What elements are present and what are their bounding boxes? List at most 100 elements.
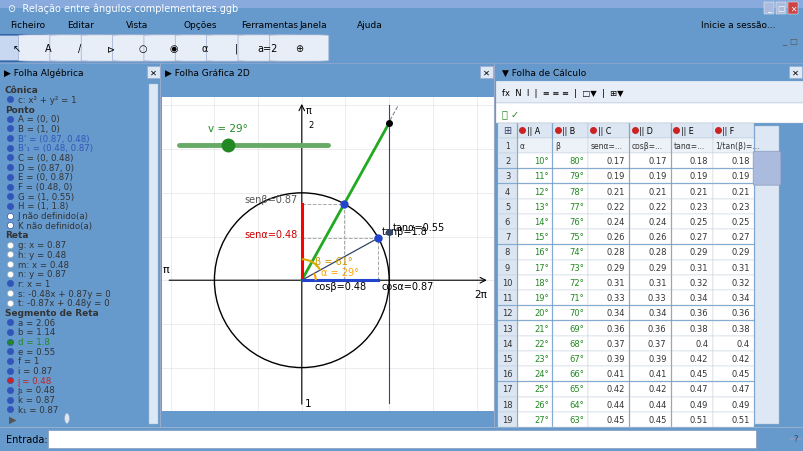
FancyBboxPatch shape xyxy=(630,199,671,214)
Text: e = 0.55: e = 0.55 xyxy=(18,347,55,356)
Text: m: x = 0.48: m: x = 0.48 xyxy=(18,260,68,269)
FancyBboxPatch shape xyxy=(712,199,753,214)
Text: Ajuda: Ajuda xyxy=(357,22,382,30)
Text: ✕: ✕ xyxy=(791,69,797,77)
FancyBboxPatch shape xyxy=(630,139,671,154)
Text: 2: 2 xyxy=(504,157,510,166)
Text: 17°: 17° xyxy=(533,263,548,272)
Text: 27°: 27° xyxy=(533,415,548,424)
Text: 0.19: 0.19 xyxy=(731,172,749,181)
Text: 15: 15 xyxy=(502,354,512,363)
FancyBboxPatch shape xyxy=(552,351,587,366)
FancyBboxPatch shape xyxy=(712,367,753,382)
Text: β = 61°: β = 61° xyxy=(315,257,352,267)
Text: ○: ○ xyxy=(138,44,146,54)
FancyBboxPatch shape xyxy=(552,199,587,214)
Text: 0.36: 0.36 xyxy=(605,324,624,333)
Text: ✕: ✕ xyxy=(150,69,157,77)
Text: 1: 1 xyxy=(504,142,509,151)
FancyBboxPatch shape xyxy=(588,215,629,230)
FancyBboxPatch shape xyxy=(712,336,753,351)
Text: 76°: 76° xyxy=(569,217,584,226)
Text: 21°: 21° xyxy=(533,324,548,333)
Text: 0.42: 0.42 xyxy=(605,385,624,394)
Text: B' = (0.87, 0.48): B' = (0.87, 0.48) xyxy=(18,134,89,143)
Text: tanα=0.55: tanα=0.55 xyxy=(392,223,444,233)
Text: 0.47: 0.47 xyxy=(730,385,749,394)
Text: 73°: 73° xyxy=(569,263,584,272)
FancyBboxPatch shape xyxy=(497,276,516,290)
Text: 71°: 71° xyxy=(569,294,584,303)
Text: 0.26: 0.26 xyxy=(647,233,666,242)
FancyBboxPatch shape xyxy=(517,336,552,351)
FancyBboxPatch shape xyxy=(552,184,587,199)
Text: 2π: 2π xyxy=(474,289,487,299)
Text: 70°: 70° xyxy=(569,308,584,318)
FancyBboxPatch shape xyxy=(552,215,587,230)
Text: 0.42: 0.42 xyxy=(731,354,749,363)
Text: senβ=0.87: senβ=0.87 xyxy=(244,195,297,205)
FancyBboxPatch shape xyxy=(630,412,671,427)
FancyBboxPatch shape xyxy=(712,124,753,138)
Text: tanβ=1.8: tanβ=1.8 xyxy=(381,226,427,236)
FancyBboxPatch shape xyxy=(671,351,711,366)
Text: 0.27: 0.27 xyxy=(689,233,707,242)
FancyBboxPatch shape xyxy=(517,124,552,138)
Text: || C: || C xyxy=(597,126,610,135)
Text: /: / xyxy=(78,44,81,54)
Text: 19: 19 xyxy=(502,415,512,424)
FancyBboxPatch shape xyxy=(517,397,552,412)
FancyBboxPatch shape xyxy=(671,230,711,245)
Text: 79°: 79° xyxy=(569,172,584,181)
FancyBboxPatch shape xyxy=(588,291,629,305)
FancyBboxPatch shape xyxy=(588,199,629,214)
FancyBboxPatch shape xyxy=(238,36,297,62)
FancyBboxPatch shape xyxy=(517,306,552,321)
Text: b = 1.14: b = 1.14 xyxy=(18,327,55,336)
Text: 0.24: 0.24 xyxy=(647,217,666,226)
Text: 0.21: 0.21 xyxy=(647,187,666,196)
Text: Ponto: Ponto xyxy=(5,105,35,114)
FancyBboxPatch shape xyxy=(552,169,587,184)
Text: 0.37: 0.37 xyxy=(605,339,624,348)
FancyBboxPatch shape xyxy=(497,351,516,366)
FancyBboxPatch shape xyxy=(552,124,587,138)
FancyBboxPatch shape xyxy=(712,412,753,427)
FancyBboxPatch shape xyxy=(479,67,492,79)
FancyBboxPatch shape xyxy=(269,36,328,62)
FancyBboxPatch shape xyxy=(671,245,711,260)
Text: 0.34: 0.34 xyxy=(730,294,749,303)
FancyBboxPatch shape xyxy=(588,124,629,138)
FancyBboxPatch shape xyxy=(630,230,671,245)
Text: 0.45: 0.45 xyxy=(731,369,749,378)
Text: Vista: Vista xyxy=(125,22,148,30)
Text: k₁ = 0.87: k₁ = 0.87 xyxy=(18,405,58,414)
FancyBboxPatch shape xyxy=(497,336,516,351)
Text: 0.18: 0.18 xyxy=(730,157,749,166)
FancyBboxPatch shape xyxy=(552,230,587,245)
Text: 14: 14 xyxy=(502,339,512,348)
Text: ✕: ✕ xyxy=(789,5,795,14)
Text: Reta: Reta xyxy=(5,231,28,240)
Text: 0.17: 0.17 xyxy=(647,157,666,166)
Text: H = (1, 1.8): H = (1, 1.8) xyxy=(18,202,68,211)
Text: 0.36: 0.36 xyxy=(689,308,707,318)
FancyBboxPatch shape xyxy=(775,3,785,15)
Text: 0.19: 0.19 xyxy=(689,172,707,181)
Text: 9: 9 xyxy=(504,263,510,272)
Text: 0.34: 0.34 xyxy=(689,294,707,303)
Text: 0.21: 0.21 xyxy=(605,187,624,196)
Text: 16°: 16° xyxy=(533,248,548,257)
Text: α = 29°: α = 29° xyxy=(320,267,358,277)
Text: π: π xyxy=(163,264,169,275)
FancyBboxPatch shape xyxy=(48,430,755,448)
FancyBboxPatch shape xyxy=(517,382,552,397)
Text: 2: 2 xyxy=(308,121,314,130)
FancyBboxPatch shape xyxy=(497,260,516,275)
FancyBboxPatch shape xyxy=(112,36,172,62)
FancyBboxPatch shape xyxy=(552,154,587,169)
FancyBboxPatch shape xyxy=(588,306,629,321)
Text: 0.41: 0.41 xyxy=(605,369,624,378)
Text: ▶ Folha Gráfica 2D: ▶ Folha Gráfica 2D xyxy=(165,69,249,77)
FancyBboxPatch shape xyxy=(671,154,711,169)
